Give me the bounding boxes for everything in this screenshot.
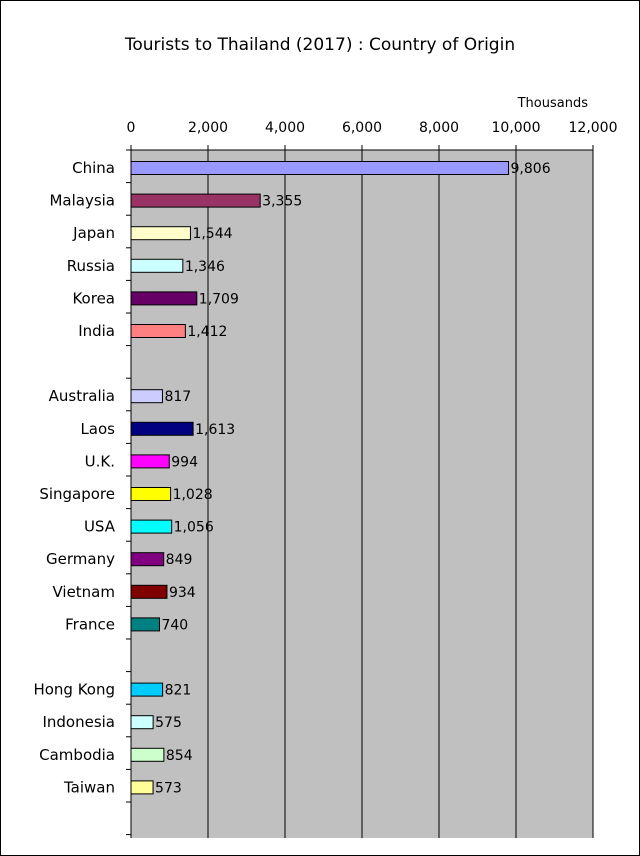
category-label-cambodia: Cambodia bbox=[39, 746, 115, 764]
category-label-korea: Korea bbox=[72, 289, 115, 307]
value-label-hong-kong: 821 bbox=[165, 683, 192, 699]
value-label-usa: 1,056 bbox=[174, 520, 214, 536]
value-label-indonesia: 575 bbox=[155, 715, 182, 731]
bar-korea bbox=[130, 291, 198, 306]
bar-russia bbox=[130, 258, 184, 273]
value-label-cambodia: 854 bbox=[166, 748, 193, 764]
bar-france bbox=[130, 617, 160, 632]
category-label-malaysia: Malaysia bbox=[49, 192, 115, 210]
category-label-vietnam: Vietnam bbox=[52, 583, 115, 601]
category-label-germany: Germany bbox=[46, 550, 115, 568]
x-tick-label: 6,000 bbox=[342, 120, 382, 136]
category-label-india: India bbox=[78, 322, 115, 340]
plot-area: 0 2,000 4,000 6,000 8,000 10,000 12,000 China 9,… bbox=[33, 120, 618, 838]
bar-indonesia bbox=[130, 715, 154, 730]
x-tick-label: 0 bbox=[127, 120, 136, 136]
bar-japan bbox=[130, 226, 191, 241]
bar-australia bbox=[130, 389, 163, 404]
category-label-japan: Japan bbox=[72, 224, 115, 242]
value-label-taiwan: 573 bbox=[155, 780, 182, 796]
bar-laos bbox=[130, 421, 194, 436]
value-label-singapore: 1,028 bbox=[173, 487, 213, 503]
axis-unit-label: Thousands bbox=[517, 96, 589, 111]
value-label-france: 740 bbox=[161, 617, 188, 633]
category-label-laos: Laos bbox=[80, 420, 115, 438]
bar-vietnam bbox=[130, 584, 168, 599]
category-label-indonesia: Indonesia bbox=[42, 713, 115, 731]
value-label-india: 1,412 bbox=[187, 324, 227, 340]
category-label-usa: USA bbox=[84, 518, 116, 536]
category-label-france: France bbox=[65, 615, 115, 633]
value-label-russia: 1,346 bbox=[185, 259, 225, 275]
value-label-australia: 817 bbox=[164, 389, 191, 405]
bar-cambodia bbox=[130, 747, 165, 762]
category-label-u-k: U.K. bbox=[85, 452, 115, 470]
value-label-malaysia: 3,355 bbox=[262, 194, 302, 210]
bar-hong-kong bbox=[130, 682, 164, 697]
value-label-vietnam: 934 bbox=[169, 585, 196, 601]
x-tick-label: 8,000 bbox=[419, 120, 459, 136]
category-label-russia: Russia bbox=[67, 257, 115, 275]
x-tick-label: 4,000 bbox=[265, 120, 305, 136]
category-label-singapore: Singapore bbox=[39, 485, 115, 503]
value-label-japan: 1,544 bbox=[192, 226, 232, 242]
value-label-laos: 1,613 bbox=[195, 422, 235, 438]
bar-india bbox=[130, 324, 186, 338]
bar-taiwan bbox=[130, 780, 154, 795]
value-label-u-k: 994 bbox=[171, 454, 198, 470]
category-label-hong-kong: Hong Kong bbox=[33, 681, 115, 699]
value-label-china: 9,806 bbox=[511, 161, 551, 177]
chart-title: Tourists to Thailand (2017) : Country of… bbox=[124, 35, 515, 55]
bar-china bbox=[130, 161, 510, 175]
bar-germany bbox=[130, 552, 165, 567]
bar-singapore bbox=[130, 487, 172, 501]
category-label-taiwan: Taiwan bbox=[63, 778, 115, 796]
bar-malaysia bbox=[130, 193, 261, 208]
bar-u-k bbox=[130, 454, 170, 469]
x-tick-label: 12,000 bbox=[569, 120, 618, 136]
category-label-china: China bbox=[72, 159, 115, 177]
value-label-korea: 1,709 bbox=[199, 291, 239, 307]
category-label-australia: Australia bbox=[49, 387, 115, 405]
bar-usa bbox=[130, 519, 173, 534]
value-label-germany: 849 bbox=[166, 552, 193, 568]
x-tick-label: 10,000 bbox=[492, 120, 541, 136]
x-tick-label: 2,000 bbox=[188, 120, 228, 136]
